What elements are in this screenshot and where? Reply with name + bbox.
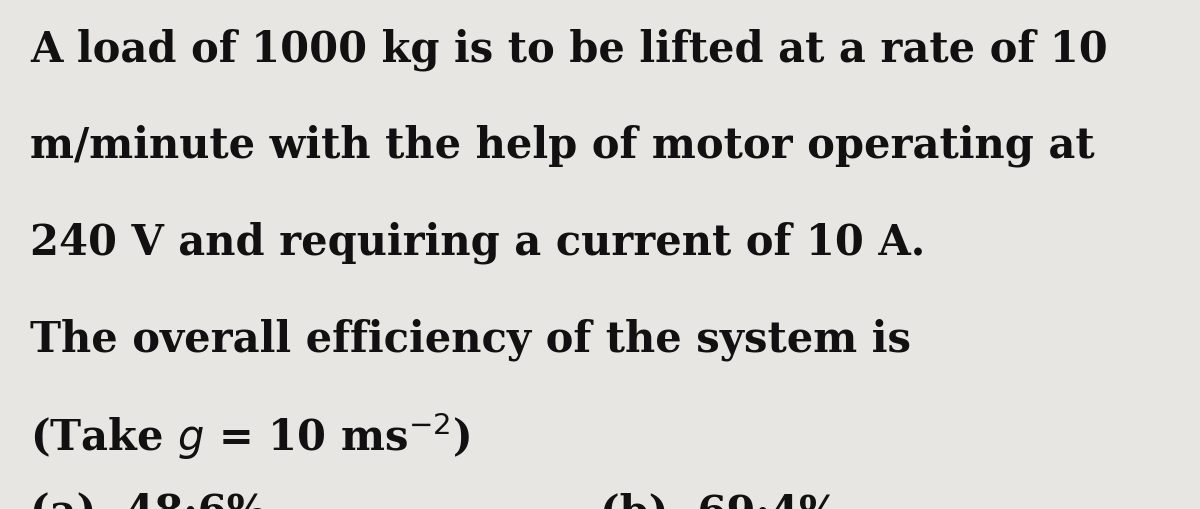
Text: A load of 1000 kg is to be lifted at a rate of 10: A load of 1000 kg is to be lifted at a r… (30, 28, 1108, 70)
Text: (a)  48·6%: (a) 48·6% (30, 491, 266, 509)
Text: The overall efficiency of the system is: The overall efficiency of the system is (30, 318, 911, 360)
Text: (b)  69·4%: (b) 69·4% (600, 491, 839, 509)
Text: m/minute with the help of motor operating at: m/minute with the help of motor operatin… (30, 125, 1094, 167)
Text: 240 V and requiring a current of 10 A.: 240 V and requiring a current of 10 A. (30, 221, 925, 264)
Text: (Take $g$ = 10 ms$^{-2}$): (Take $g$ = 10 ms$^{-2}$) (30, 410, 470, 461)
